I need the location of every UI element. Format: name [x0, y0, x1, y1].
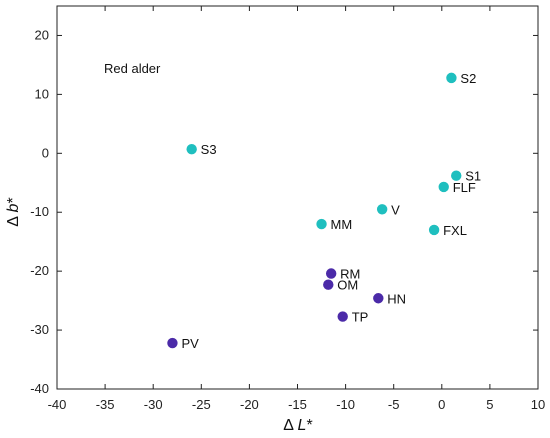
- x-tick-label: 5: [486, 397, 493, 412]
- data-point-label: S1: [465, 169, 481, 184]
- x-tick-label: -40: [48, 397, 67, 412]
- y-tick-label: -10: [30, 204, 49, 219]
- chart-annotation: Red alder: [104, 61, 161, 76]
- data-point: [186, 143, 197, 155]
- x-axis-title-prefix: Δ: [283, 417, 297, 434]
- y-axis-title: Δ b*: [5, 197, 22, 226]
- data-point-label: PV: [181, 336, 199, 351]
- x-axis-title: Δ L*: [283, 417, 312, 434]
- data-point-label: FLF: [453, 180, 476, 195]
- y-tick-label: -40: [30, 381, 49, 396]
- y-tick-label: 20: [35, 27, 49, 42]
- x-tick-label: 0: [438, 397, 445, 412]
- data-point-label: FXL: [443, 223, 467, 238]
- x-tick-label: -25: [192, 397, 211, 412]
- x-tick-label: -20: [240, 397, 259, 412]
- data-point-label: V: [391, 202, 400, 217]
- data-point-label: MM: [331, 217, 353, 232]
- data-point-label: S3: [201, 142, 217, 157]
- y-tick-label: 0: [42, 145, 49, 160]
- data-point: [376, 204, 388, 215]
- data-point-label: OM: [337, 278, 358, 293]
- data-point: [446, 72, 457, 84]
- x-tick-label: -5: [388, 397, 400, 412]
- y-axis-title-prefix: Δ: [5, 212, 22, 226]
- x-tick-label: 10: [531, 397, 545, 412]
- data-point: [325, 268, 337, 279]
- y-axis-title-suffix: *: [5, 197, 22, 203]
- data-point-label: S2: [460, 71, 476, 86]
- data-point: [428, 224, 440, 236]
- y-tick-label: -20: [30, 263, 49, 278]
- axes-layer: -40 -35 -30 -25 -20 -15 -10 -5 0 5 10 -40 -30 -20 -10 0…: [30, 5, 545, 412]
- x-tick-label: -35: [96, 397, 115, 412]
- data-point: [323, 279, 334, 290]
- data-point-label: HN: [387, 291, 406, 306]
- x-axis-title-suffix: *: [306, 417, 312, 434]
- data-point: [451, 170, 462, 181]
- y-tick-label: -30: [30, 322, 49, 337]
- x-tick-label: -30: [144, 397, 163, 412]
- data-point-label: RM: [340, 267, 360, 282]
- data-point: [337, 311, 348, 322]
- x-tick-label: -15: [288, 397, 307, 412]
- data-point: [373, 293, 384, 304]
- data-point: [438, 181, 449, 193]
- y-axis-title-italic: b: [5, 203, 22, 212]
- data-point: [316, 218, 327, 230]
- data-point-label: TP: [352, 310, 369, 325]
- x-axis-title-italic: L: [298, 417, 307, 434]
- data-point: [167, 337, 178, 349]
- x-tick-label: -10: [336, 397, 355, 412]
- points-layer: [167, 72, 462, 349]
- y-tick-label: 10: [35, 86, 49, 101]
